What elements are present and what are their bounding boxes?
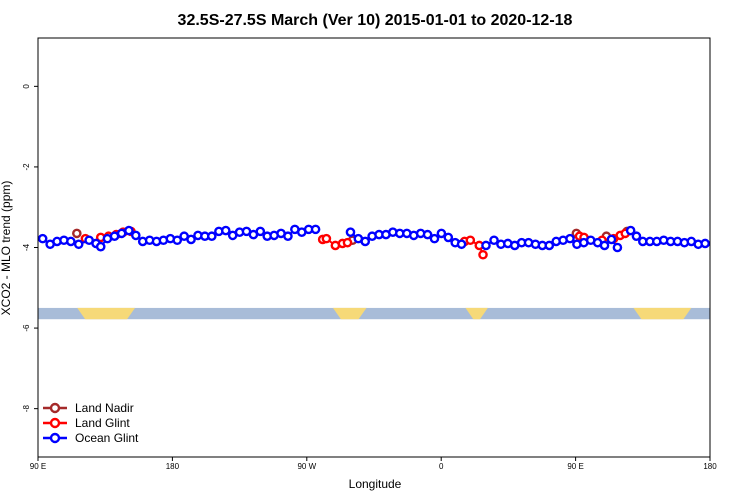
legend-marker xyxy=(49,432,61,444)
legend-marker xyxy=(49,417,61,429)
data-point xyxy=(456,239,467,250)
data-point xyxy=(321,233,332,244)
data-point xyxy=(631,231,642,242)
data-point xyxy=(360,236,371,247)
data-point xyxy=(625,225,636,236)
land-segment xyxy=(633,307,692,320)
legend-item: Land Glint xyxy=(43,416,130,430)
data-point xyxy=(544,240,555,251)
data-point xyxy=(443,232,454,243)
legend-label: Land Nadir xyxy=(75,401,134,415)
legend-marker xyxy=(49,402,61,414)
data-point xyxy=(72,228,82,239)
x-tick-label: 180 xyxy=(166,462,180,471)
series-ocean-glint xyxy=(37,224,710,253)
data-point xyxy=(422,229,433,240)
x-tick-label: 90 E xyxy=(30,462,46,471)
y-axis: 0 -2 -4 -6 -8 xyxy=(22,84,38,413)
chart-title: 32.5S-27.5S March (Ver 10) 2015-01-01 to… xyxy=(178,12,573,29)
y-tick-label: -8 xyxy=(22,405,31,413)
y-tick-label: -2 xyxy=(22,163,31,171)
legend-label: Ocean Glint xyxy=(75,431,139,445)
legend-item: Ocean Glint xyxy=(43,431,139,445)
data-point xyxy=(700,238,710,249)
data-point xyxy=(73,239,84,250)
data-point xyxy=(345,227,356,237)
x-tick-label: 90 E xyxy=(567,462,583,471)
data-point xyxy=(131,230,141,241)
legend-item: Land Nadir xyxy=(43,401,134,415)
x-axis: 90 E 180 90 W 0 90 E 180 xyxy=(30,457,717,471)
plot-area xyxy=(37,224,710,320)
data-point xyxy=(599,240,610,251)
ocean-band xyxy=(38,307,710,320)
x-tick-label: 180 xyxy=(703,462,717,471)
y-tick-label: 0 xyxy=(22,84,31,89)
data-point xyxy=(186,234,196,245)
plot-frame xyxy=(37,37,711,458)
y-axis-label: XCO2 - MLO trend (ppm) xyxy=(0,181,13,316)
land-segment xyxy=(465,307,488,320)
x-tick-label: 90 W xyxy=(297,462,316,471)
data-point xyxy=(172,235,183,246)
data-point xyxy=(220,225,231,236)
data-point xyxy=(283,231,293,242)
legend-label: Land Glint xyxy=(75,416,130,430)
data-point xyxy=(489,235,499,246)
data-point xyxy=(255,226,266,237)
data-point xyxy=(66,236,76,247)
data-point xyxy=(465,235,476,246)
data-point xyxy=(124,225,134,236)
data-point xyxy=(429,233,440,244)
data-point xyxy=(565,233,575,244)
data-point xyxy=(436,228,447,239)
data-point xyxy=(606,234,617,245)
data-point xyxy=(478,249,488,260)
data-point xyxy=(95,241,106,252)
x-tick-label: 0 xyxy=(439,462,444,471)
land-segment xyxy=(332,307,367,320)
data-point xyxy=(310,224,321,235)
y-tick-label: -4 xyxy=(22,243,31,251)
y-tick-label: -6 xyxy=(22,324,31,332)
x-axis-label: Longitude xyxy=(349,477,402,491)
data-point xyxy=(37,233,48,244)
data-point xyxy=(481,240,491,251)
data-point xyxy=(342,237,353,248)
land-segment xyxy=(77,307,136,320)
data-point xyxy=(206,231,217,242)
data-point xyxy=(612,242,623,253)
